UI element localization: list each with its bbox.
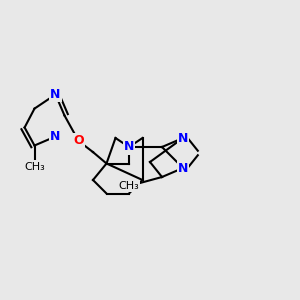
Text: CH₃: CH₃ — [24, 161, 45, 172]
Text: N: N — [50, 130, 61, 143]
Text: O: O — [73, 134, 84, 148]
Text: N: N — [178, 161, 188, 175]
Text: N: N — [50, 88, 61, 101]
Text: CH₃: CH₃ — [118, 181, 140, 191]
Text: N: N — [178, 131, 188, 145]
Text: N: N — [124, 140, 134, 154]
